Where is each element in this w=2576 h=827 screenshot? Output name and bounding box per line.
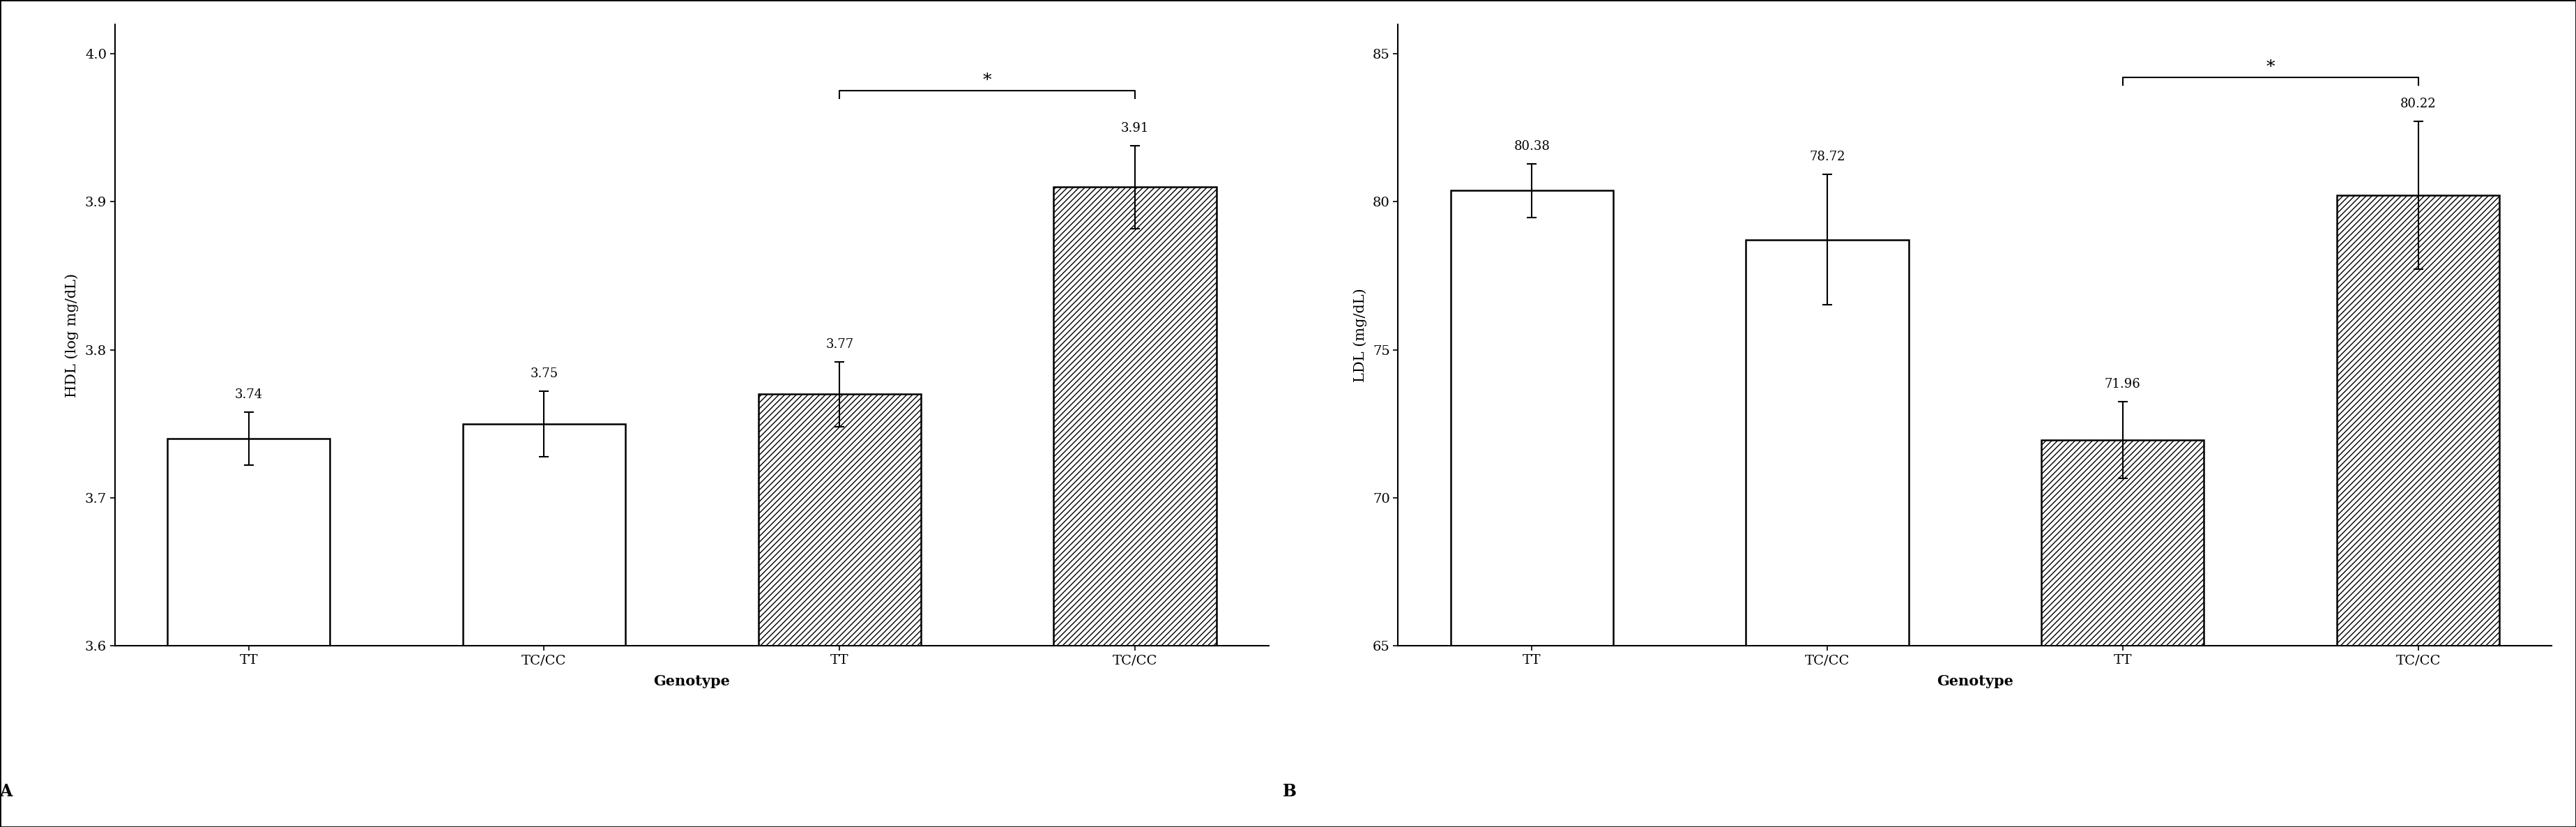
Bar	[1450, 190, 1613, 646]
Text: 3.74: 3.74	[234, 389, 263, 401]
Bar	[2336, 195, 2499, 646]
X-axis label: Genotype: Genotype	[654, 675, 729, 688]
Text: 78.72: 78.72	[1808, 151, 1844, 164]
Bar	[167, 438, 330, 646]
Bar	[1054, 187, 1216, 646]
Bar	[464, 424, 626, 646]
Text: 71.96: 71.96	[2105, 378, 2141, 390]
Text: 3.91: 3.91	[1121, 122, 1149, 135]
Text: 3.77: 3.77	[824, 338, 853, 351]
Text: 80.38: 80.38	[1515, 141, 1551, 153]
Text: 80.22: 80.22	[2401, 98, 2437, 110]
Y-axis label: HDL (log mg/dL): HDL (log mg/dL)	[64, 273, 80, 397]
Bar	[757, 394, 920, 646]
X-axis label: Genotype: Genotype	[1937, 675, 2014, 688]
Bar	[1747, 240, 1909, 646]
Text: A: A	[0, 782, 13, 800]
Text: B: B	[1283, 782, 1296, 800]
Bar	[2040, 440, 2205, 646]
Text: *: *	[2267, 59, 2275, 75]
Text: 3.75: 3.75	[531, 367, 559, 380]
Text: *: *	[984, 72, 992, 88]
Y-axis label: LDL (mg/dL): LDL (mg/dL)	[1352, 288, 1368, 382]
